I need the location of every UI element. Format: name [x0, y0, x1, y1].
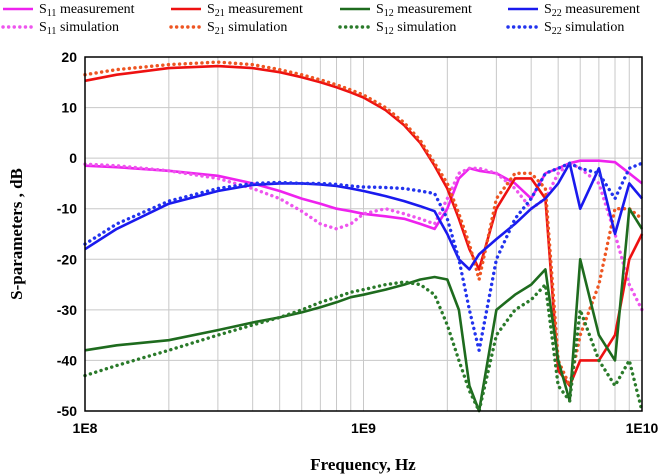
y-tick-label: -50 — [57, 403, 77, 419]
series-layer — [83, 60, 644, 413]
y-tick-label: -20 — [57, 251, 77, 267]
legend-label-12-simulation: S12 simulation — [376, 20, 456, 37]
y-tick-label: 20 — [61, 49, 77, 65]
legend-label-11-measurement: S11 measurement — [39, 2, 135, 19]
series-line-22-simulation — [83, 161, 644, 352]
legend-label-12-measurement: S12 measurement — [376, 2, 472, 19]
legend-label-22-measurement: S22 measurement — [544, 2, 640, 19]
y-tick-label: -30 — [57, 302, 77, 318]
legend-label-21-simulation: S21 simulation — [207, 20, 287, 37]
y-axis-title: S-parameters , dB — [7, 168, 26, 300]
y-tick-label: -40 — [57, 352, 77, 368]
x-axis-title: Frequency, Hz — [310, 455, 416, 474]
x-tick-label: 1E8 — [73, 420, 98, 436]
series-line-12-simulation — [83, 280, 644, 413]
x-tick-label: 1E10 — [626, 420, 659, 436]
y-tick-label: -10 — [57, 201, 77, 217]
legend-label-22-simulation: S22 simulation — [544, 20, 624, 37]
legend-label-11-simulation: S11 simulation — [39, 20, 119, 37]
x-tick-label: 1E9 — [351, 420, 376, 436]
y-tick-label: 10 — [61, 100, 77, 116]
series-line-11-simulation — [83, 161, 644, 312]
y-tick-label: 0 — [69, 150, 77, 166]
plot-frame — [84, 56, 643, 412]
legend-label-21-measurement: S21 measurement — [207, 2, 303, 19]
